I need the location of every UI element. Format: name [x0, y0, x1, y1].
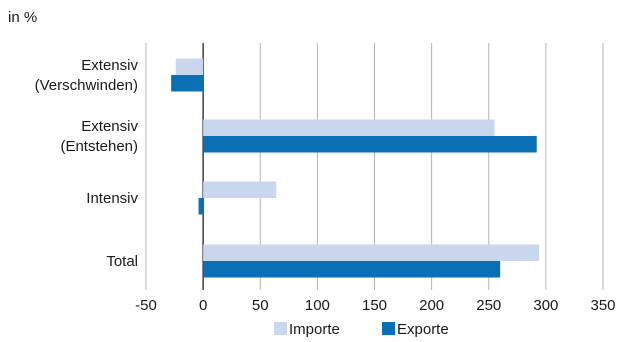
x-tick-labels: -50 0 50 100 150 200 250 300 350 [135, 297, 615, 314]
legend-swatch-importe [274, 322, 287, 335]
category-label: Intensiv [86, 190, 138, 207]
unit-label: in % [8, 9, 37, 26]
legend-swatch-exporte [382, 322, 395, 335]
category-label: Total [106, 253, 138, 270]
x-tick-label: -50 [135, 297, 157, 314]
category-label: (Verschwinden) [35, 77, 138, 94]
bar-importe [203, 244, 540, 261]
bar-importe [203, 119, 495, 136]
bar-importe [175, 58, 204, 75]
category-label: Extensiv [81, 57, 138, 74]
legend-label-exporte: Exporte [397, 321, 449, 338]
category-labels: Extensiv (Verschwinden) Extensiv (Entstehen… [35, 57, 139, 270]
x-tick-label: 250 [476, 297, 501, 314]
legend: Importe Exporte [274, 321, 449, 338]
x-tick-label: 200 [419, 297, 444, 314]
x-tick-label: 300 [533, 297, 558, 314]
x-tick-label: 50 [252, 297, 269, 314]
x-tick-label: 0 [199, 297, 207, 314]
bar-importe [203, 181, 277, 198]
bar-exporte [203, 261, 501, 278]
x-tick-label: 350 [590, 297, 615, 314]
bar-exporte [198, 198, 204, 215]
x-tick-label: 150 [362, 297, 387, 314]
bar-exporte [171, 75, 204, 92]
legend-label-importe: Importe [289, 321, 340, 338]
bars [171, 58, 540, 278]
category-label: Extensiv [81, 118, 138, 135]
x-tick-label: 100 [305, 297, 330, 314]
bar-exporte [203, 136, 537, 153]
category-label: (Entstehen) [60, 138, 138, 155]
